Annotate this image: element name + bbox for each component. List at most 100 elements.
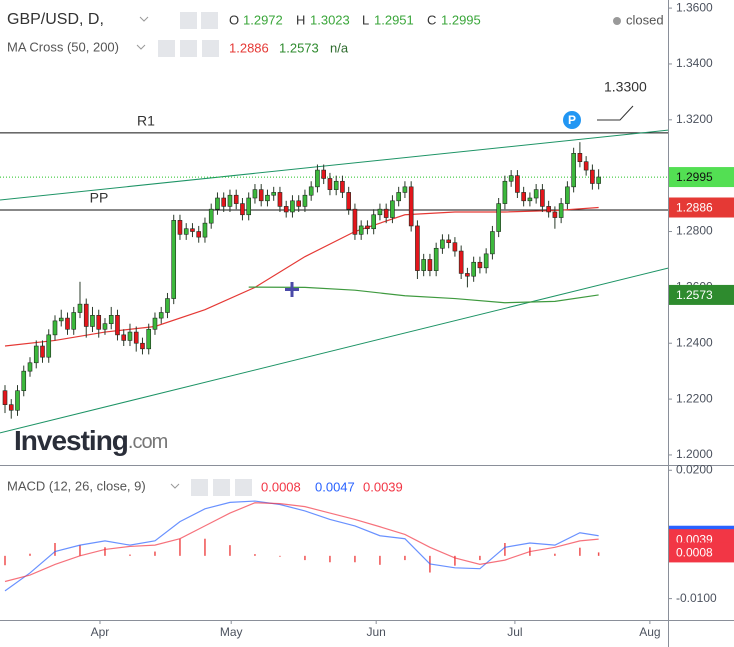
- watermark: Investing.com: [14, 425, 168, 456]
- watermark-brand: Investing: [14, 425, 128, 456]
- candle-body: [258, 189, 264, 202]
- caret: [136, 44, 146, 50]
- candle-body: [115, 315, 120, 336]
- candle-body: [577, 153, 583, 163]
- candle-body: [221, 197, 227, 207]
- candle-body: [65, 317, 70, 330]
- ma-name: MA Cross (50, 200): [7, 39, 119, 54]
- icon-eye[interactable]: [158, 40, 175, 57]
- candle-body: [46, 334, 52, 358]
- candle-body: [383, 208, 389, 218]
- y-tick-label: 1.3400: [676, 56, 713, 70]
- candle-body: [190, 228, 195, 232]
- candle-body: [102, 323, 108, 330]
- icon-settings[interactable]: [201, 12, 218, 29]
- candle-body: [140, 342, 145, 350]
- candle-body: [152, 317, 158, 330]
- caret: [139, 16, 149, 22]
- macd-value: 0.0047: [315, 479, 355, 494]
- ma-fast-value: 1.2886: [229, 40, 269, 55]
- candle-body: [8, 404, 14, 411]
- price-badge: [669, 197, 734, 218]
- high-value: 1.3023: [310, 12, 350, 27]
- candle-body: [183, 228, 189, 235]
- pivot-marker-label: P: [568, 113, 576, 127]
- candle-body: [477, 261, 483, 269]
- candle-body: [15, 390, 20, 411]
- ma-note: n/a: [330, 40, 349, 55]
- candle-body: [215, 197, 220, 210]
- icon-remove[interactable]: [202, 40, 219, 57]
- macd-pane: [4, 500, 600, 592]
- ma-line: [248, 286, 599, 304]
- candle-body: [433, 247, 439, 271]
- candle-body: [108, 315, 114, 324]
- close-value: 1.2995: [441, 12, 481, 27]
- candle-body: [321, 169, 326, 179]
- y-tick-label: 1.2000: [676, 447, 713, 461]
- candle-body: [358, 225, 364, 235]
- candle-body: [496, 203, 501, 232]
- candle-body: [83, 303, 89, 327]
- close-label: C: [427, 12, 436, 27]
- candle-body: [90, 315, 95, 327]
- candle-body: [571, 153, 576, 188]
- candle-body: [177, 220, 183, 235]
- candle-body: [521, 192, 526, 202]
- candle-body: [490, 231, 495, 255]
- price-badge-label: 1.2573: [676, 288, 713, 302]
- price-badge-label: 1.2886: [676, 201, 713, 215]
- price-badge-label: 1.2995: [676, 170, 713, 184]
- candle-body: [2, 390, 8, 405]
- price-badge: [669, 542, 734, 563]
- candle-body: [352, 208, 358, 235]
- candle-body: [315, 169, 320, 188]
- candle-body: [233, 194, 239, 204]
- candle-body: [590, 169, 595, 184]
- icon-remove[interactable]: [235, 479, 252, 496]
- icon-eye[interactable]: [191, 479, 208, 496]
- candle-body: [271, 192, 276, 196]
- candle-body: [421, 259, 426, 271]
- candle-body: [33, 345, 39, 364]
- icon-settings[interactable]: [180, 40, 197, 57]
- candle-body: [158, 312, 164, 319]
- price-badge: [669, 284, 734, 305]
- candle-body: [333, 180, 339, 190]
- candle-body: [27, 362, 33, 372]
- candle-body: [471, 261, 476, 277]
- candle-body: [283, 206, 289, 213]
- price-badge: [669, 167, 734, 188]
- x-tick-label: Apr: [91, 625, 110, 639]
- candle-body: [252, 189, 258, 199]
- candle-body: [371, 214, 376, 230]
- candle-body: [408, 186, 414, 227]
- open-value: 1.2972: [243, 12, 283, 27]
- candle-body: [71, 312, 77, 330]
- signal-line: [4, 502, 599, 583]
- caret: [170, 483, 180, 489]
- x-tick-label: Jun: [366, 625, 385, 639]
- candle-body: [533, 189, 539, 199]
- icon-settings[interactable]: [213, 479, 230, 496]
- candle-body: [415, 225, 420, 271]
- macd-y-tick-label: -0.0100: [676, 591, 717, 605]
- x-tick-label: Aug: [639, 625, 660, 639]
- candle-body: [565, 186, 570, 204]
- candle-body: [377, 208, 383, 216]
- candle-body: [340, 180, 345, 193]
- target-pointer: [597, 105, 634, 121]
- candle-body: [133, 331, 139, 344]
- candle-body: [458, 250, 464, 274]
- candle-body: [265, 194, 270, 202]
- low-value: 1.2951: [374, 12, 414, 27]
- candle-body: [527, 197, 533, 202]
- pivot-marker[interactable]: [563, 111, 581, 129]
- candle-body: [77, 303, 83, 313]
- candle-body: [121, 334, 127, 341]
- icon-eye[interactable]: [180, 12, 197, 29]
- candle-body: [96, 315, 102, 330]
- macd-hist-value: 0.0008: [261, 479, 301, 494]
- trendline: [0, 267, 669, 434]
- candle-body: [508, 175, 514, 182]
